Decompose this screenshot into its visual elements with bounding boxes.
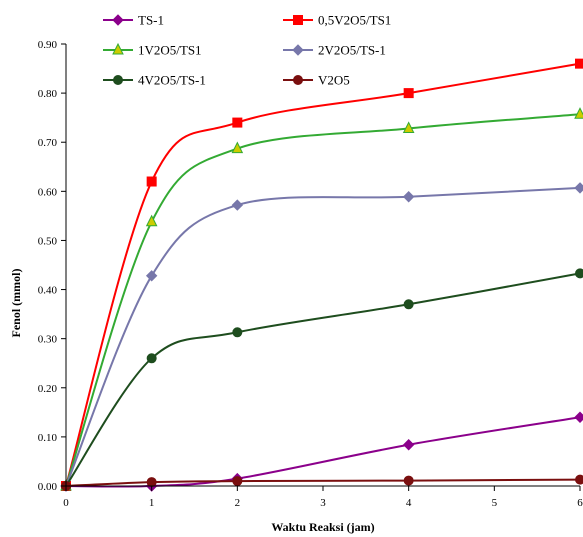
x-tick-label: 5 xyxy=(492,497,498,509)
data-point xyxy=(575,268,583,279)
y-tick-label: 0.00 xyxy=(38,481,58,493)
legend-item: V2O5 xyxy=(283,73,350,88)
legend-label: V2O5 xyxy=(318,73,350,88)
x-tick-label: 6 xyxy=(577,497,583,509)
series-line xyxy=(65,272,581,487)
legend-marker xyxy=(292,44,304,56)
legend-marker xyxy=(293,15,303,25)
y-tick-label: 0.50 xyxy=(38,235,58,247)
legend-label: 1V2O5/TS1 xyxy=(138,43,202,58)
plot-area xyxy=(60,58,583,492)
legend-item: 2V2O5/TS-1 xyxy=(283,43,386,58)
legend: TS-1 0,5V2O5/TS1 1V2O5/TS1 2V2O5/TS-1 4V2O5/… xyxy=(103,13,391,88)
data-point xyxy=(403,88,414,99)
legend-item: 4V2O5/TS-1 xyxy=(103,73,206,88)
series-line xyxy=(65,416,581,488)
legend-marker xyxy=(112,42,124,55)
series-line xyxy=(65,62,581,487)
data-point xyxy=(145,214,158,227)
data-point xyxy=(574,411,583,423)
series-line xyxy=(65,186,581,487)
axes: 0.00 0.10 0.20 0.30 0.40 0.50 0.60 0.70 0.80 0.90… xyxy=(38,39,583,509)
x-tick-label: 3 xyxy=(320,497,326,509)
series-2 xyxy=(61,58,583,491)
data-point xyxy=(231,199,244,211)
data-point xyxy=(402,191,415,203)
legend-item: TS-1 xyxy=(103,13,164,28)
y-tick-label: 0.20 xyxy=(38,383,58,395)
data-point xyxy=(402,121,415,133)
series-5 xyxy=(61,268,583,491)
legend-item: 0,5V2O5/TS1 xyxy=(283,13,391,28)
legend-label: 2V2O5/TS-1 xyxy=(318,43,386,58)
y-tick-label: 0.90 xyxy=(38,39,58,51)
data-point xyxy=(402,439,415,451)
data-point xyxy=(232,476,243,487)
data-point xyxy=(145,270,158,282)
data-point xyxy=(146,477,157,488)
series-6 xyxy=(61,474,583,491)
legend-item: 1V2O5/TS1 xyxy=(103,43,202,58)
legend-marker xyxy=(293,75,303,85)
data-point xyxy=(575,474,583,485)
x-tick-label: 2 xyxy=(235,497,241,509)
legend-label: 0,5V2O5/TS1 xyxy=(318,13,391,28)
x-tick-label: 0 xyxy=(63,497,69,509)
data-point xyxy=(574,107,583,119)
legend-marker xyxy=(112,14,124,26)
legend-marker xyxy=(113,75,123,85)
legend-label: 4V2O5/TS-1 xyxy=(138,73,206,88)
y-tick-label: 0.80 xyxy=(38,88,58,100)
y-axis-title: Fenol (mmol) xyxy=(9,269,23,338)
data-point xyxy=(146,353,157,364)
legend-label: TS-1 xyxy=(138,13,164,28)
data-point xyxy=(403,475,414,486)
x-tick-label: 4 xyxy=(406,497,412,509)
y-tick-label: 0.10 xyxy=(38,432,58,444)
y-tick-label: 0.70 xyxy=(38,137,58,149)
x-tick-label: 1 xyxy=(149,497,155,509)
data-point xyxy=(231,141,244,154)
y-tick-label: 0.60 xyxy=(38,186,58,198)
data-point xyxy=(232,327,243,338)
series-line xyxy=(65,478,581,487)
data-point xyxy=(403,299,414,310)
y-tick-label: 0.40 xyxy=(38,285,58,297)
data-point xyxy=(575,58,583,69)
y-tick-label: 0.30 xyxy=(38,334,58,346)
x-axis-title: Waktu Reaksi (jam) xyxy=(271,520,374,534)
data-point xyxy=(146,176,157,187)
data-point xyxy=(574,182,583,194)
data-point xyxy=(232,117,243,128)
series-4 xyxy=(60,182,583,492)
